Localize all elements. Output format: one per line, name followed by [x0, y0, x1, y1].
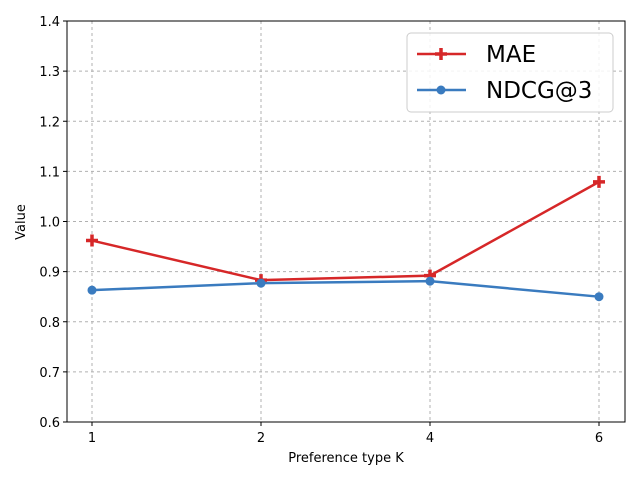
- series-layer: [86, 175, 605, 302]
- legend: MAE NDCG@3: [406, 32, 614, 113]
- series-line: [91, 279, 600, 298]
- legend-label: NDCG@3: [486, 78, 592, 104]
- y-tick-label: 1.0: [39, 216, 60, 231]
- x-tick-label: 1: [88, 431, 96, 446]
- series-ndcg-3: [87, 276, 604, 302]
- y-tick-label: 1.1: [39, 165, 60, 180]
- y-tick-label: 1.3: [39, 65, 60, 80]
- data-point: [594, 292, 604, 302]
- legend-marker: [436, 85, 446, 95]
- data-point: [256, 278, 266, 288]
- data-point: [593, 175, 605, 188]
- legend-marker: [435, 48, 447, 60]
- y-tick-label: 0.6: [39, 416, 60, 431]
- ticks: 0.6 0.7 0.8 0.9 1.0 1.1 1.2 1.3 1.4 1 2 4 6: [39, 15, 603, 446]
- data-point: [425, 276, 435, 286]
- data-point: [87, 285, 97, 295]
- series-line: [91, 180, 600, 282]
- y-tick-label: 1.4: [39, 15, 60, 30]
- y-tick-label: 0.8: [39, 316, 60, 331]
- data-point: [86, 234, 98, 247]
- y-tick-label: 1.2: [39, 115, 60, 130]
- legend-label: MAE: [486, 42, 536, 68]
- x-tick-label: 2: [257, 431, 265, 446]
- y-tick-label: 0.7: [39, 366, 60, 381]
- x-axis-label: Preference type K: [288, 451, 404, 466]
- y-tick-label: 0.9: [39, 266, 60, 281]
- x-tick-label: 4: [426, 431, 434, 446]
- y-axis-label: Value: [14, 204, 29, 240]
- x-tick-label: 6: [595, 431, 603, 446]
